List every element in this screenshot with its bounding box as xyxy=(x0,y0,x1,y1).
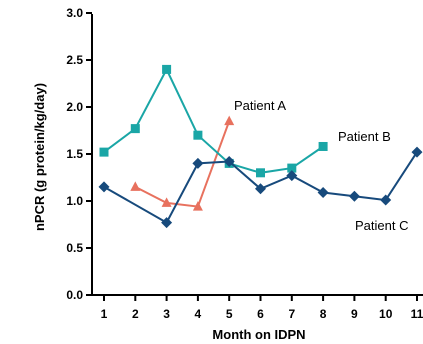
x-tick-label: 3 xyxy=(163,307,170,321)
x-ticks: 1 2 3 4 5 6 7 8 9 10 11 xyxy=(101,295,423,321)
data-point-patient-c xyxy=(286,170,298,182)
data-point-patient-b xyxy=(99,147,109,157)
data-point-patient-c xyxy=(348,190,360,202)
data-point-patient-c xyxy=(317,187,329,199)
x-tick-label: 11 xyxy=(411,307,423,321)
x-tick-label: 1 xyxy=(101,307,108,321)
data-point-patient-b xyxy=(318,141,328,151)
annotation-patient-a: Patient A xyxy=(234,98,286,113)
x-tick-label: 10 xyxy=(379,307,393,321)
data-point-patient-a xyxy=(130,181,141,191)
series-line-patient-b xyxy=(103,67,324,174)
annotation-patient-c: Patient C xyxy=(355,218,408,233)
y-ticks: 0.0 0.5 1.0 1.5 2.0 2.5 3.0 xyxy=(66,6,92,302)
y-tick-label: 3.0 xyxy=(66,6,83,20)
y-tick-label: 2.5 xyxy=(66,53,83,67)
series-patient-a xyxy=(130,115,235,211)
data-point-patient-c xyxy=(380,194,392,206)
data-point-patient-b xyxy=(130,124,140,134)
series-line-patient-a xyxy=(134,120,231,208)
x-tick-label: 8 xyxy=(320,307,327,321)
x-tick-label: 7 xyxy=(288,307,295,321)
data-point-patient-a xyxy=(192,201,203,211)
annotation-patient-b: Patient B xyxy=(338,129,391,144)
data-point-patient-b xyxy=(193,130,203,140)
data-point-patient-a xyxy=(224,115,235,126)
x-tick-label: 2 xyxy=(132,307,139,321)
y-tick-label: 2.0 xyxy=(66,100,83,114)
data-point-patient-c xyxy=(192,157,204,169)
x-tick-label: 5 xyxy=(226,307,233,321)
series-patient-c xyxy=(98,146,423,229)
x-tick-label: 4 xyxy=(195,307,202,321)
data-point-patient-c xyxy=(161,217,173,229)
x-axis: 1 2 3 4 5 6 7 8 9 10 11 xyxy=(92,294,423,321)
y-tick-label: 0.0 xyxy=(66,288,83,302)
data-point-patient-a xyxy=(161,197,172,207)
x-tick-label: 6 xyxy=(257,307,264,321)
data-point-patient-c xyxy=(255,183,266,195)
series-patient-b xyxy=(99,64,328,178)
y-axis: 0.0 0.5 1.0 1.5 2.0 2.5 3.0 xyxy=(66,6,93,302)
data-point-patient-b xyxy=(287,163,297,173)
data-point-patient-c xyxy=(411,146,423,158)
y-tick-label: 0.5 xyxy=(66,241,83,255)
series-line-patient-c xyxy=(103,151,418,224)
series-layer xyxy=(98,64,423,229)
x-tick-label: 9 xyxy=(351,307,358,321)
y-tick-label: 1.0 xyxy=(66,194,83,208)
data-point-patient-b xyxy=(162,64,172,74)
y-axis-title: nPCR (g protein/kg/day) xyxy=(32,83,47,231)
data-point-patient-b xyxy=(256,168,265,178)
x-axis-title: Month on IDPN xyxy=(212,327,305,342)
y-tick-label: 1.5 xyxy=(66,147,83,161)
data-point-patient-c xyxy=(98,181,110,193)
data-point-patient-c xyxy=(223,156,235,168)
